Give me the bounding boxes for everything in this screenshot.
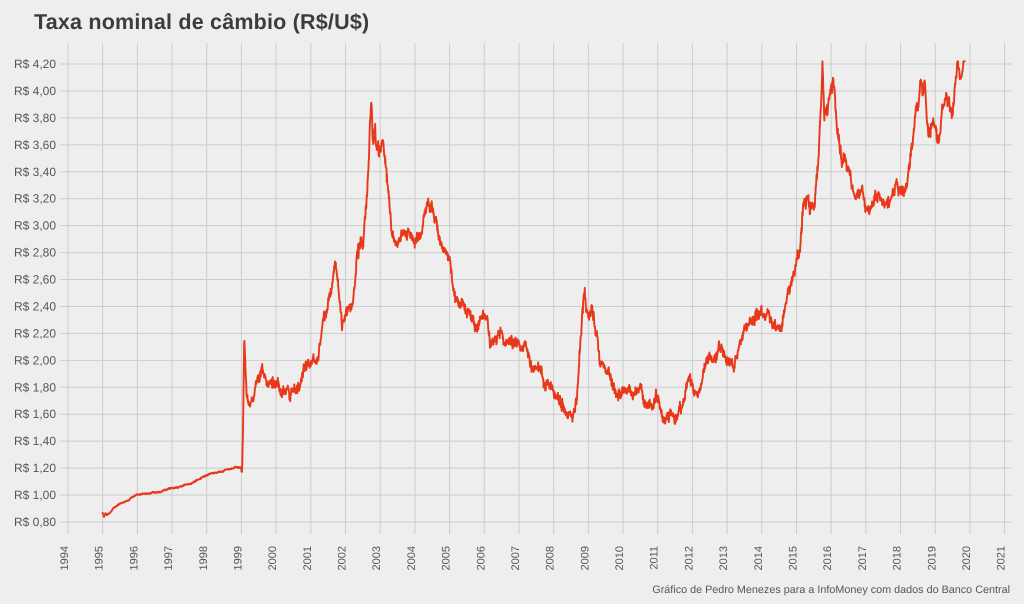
svg-text:R$ 2,80: R$ 2,80 — [14, 246, 56, 260]
svg-text:R$ 4,00: R$ 4,00 — [14, 84, 56, 98]
svg-text:2008: 2008 — [545, 546, 557, 570]
svg-text:R$ 0,80: R$ 0,80 — [14, 515, 56, 529]
svg-text:R$ 2,60: R$ 2,60 — [14, 273, 56, 287]
svg-text:R$ 2,00: R$ 2,00 — [14, 353, 56, 367]
svg-text:2018: 2018 — [892, 546, 904, 570]
svg-text:R$ 1,00: R$ 1,00 — [14, 488, 56, 502]
svg-text:R$ 3,40: R$ 3,40 — [14, 165, 56, 179]
svg-text:2000: 2000 — [267, 546, 279, 570]
svg-text:2017: 2017 — [857, 546, 869, 570]
svg-text:1994: 1994 — [59, 546, 71, 570]
svg-text:R$ 3,20: R$ 3,20 — [14, 192, 56, 206]
svg-text:2001: 2001 — [302, 546, 314, 570]
svg-text:R$ 1,40: R$ 1,40 — [14, 434, 56, 448]
svg-text:R$ 1,20: R$ 1,20 — [14, 461, 56, 475]
svg-text:2002: 2002 — [337, 546, 349, 570]
svg-text:2012: 2012 — [683, 546, 695, 570]
svg-text:R$ 1,80: R$ 1,80 — [14, 380, 56, 394]
svg-text:1995: 1995 — [94, 546, 106, 570]
svg-text:2016: 2016 — [822, 546, 834, 570]
svg-text:2007: 2007 — [510, 546, 522, 570]
svg-text:2006: 2006 — [475, 546, 487, 570]
svg-text:2021: 2021 — [996, 546, 1008, 570]
svg-text:R$ 4,20: R$ 4,20 — [14, 57, 56, 71]
svg-text:R$ 2,20: R$ 2,20 — [14, 326, 56, 340]
svg-text:2004: 2004 — [406, 546, 418, 570]
svg-text:R$ 3,80: R$ 3,80 — [14, 111, 56, 125]
svg-text:2005: 2005 — [441, 546, 453, 570]
svg-text:2011: 2011 — [649, 546, 661, 570]
svg-text:2019: 2019 — [926, 546, 938, 570]
svg-text:R$ 3,00: R$ 3,00 — [14, 219, 56, 233]
svg-text:2014: 2014 — [753, 546, 765, 570]
svg-text:R$ 2,40: R$ 2,40 — [14, 299, 56, 313]
svg-text:1997: 1997 — [163, 546, 175, 570]
svg-text:R$ 1,60: R$ 1,60 — [14, 407, 56, 421]
svg-text:1998: 1998 — [198, 546, 210, 570]
svg-text:2009: 2009 — [579, 546, 591, 570]
svg-text:R$ 3,60: R$ 3,60 — [14, 138, 56, 152]
svg-text:1999: 1999 — [232, 546, 244, 570]
svg-text:2020: 2020 — [961, 546, 973, 570]
svg-text:2003: 2003 — [371, 546, 383, 570]
svg-text:2015: 2015 — [787, 546, 799, 570]
svg-text:2013: 2013 — [718, 546, 730, 570]
svg-text:1996: 1996 — [128, 546, 140, 570]
svg-text:2010: 2010 — [614, 546, 626, 570]
